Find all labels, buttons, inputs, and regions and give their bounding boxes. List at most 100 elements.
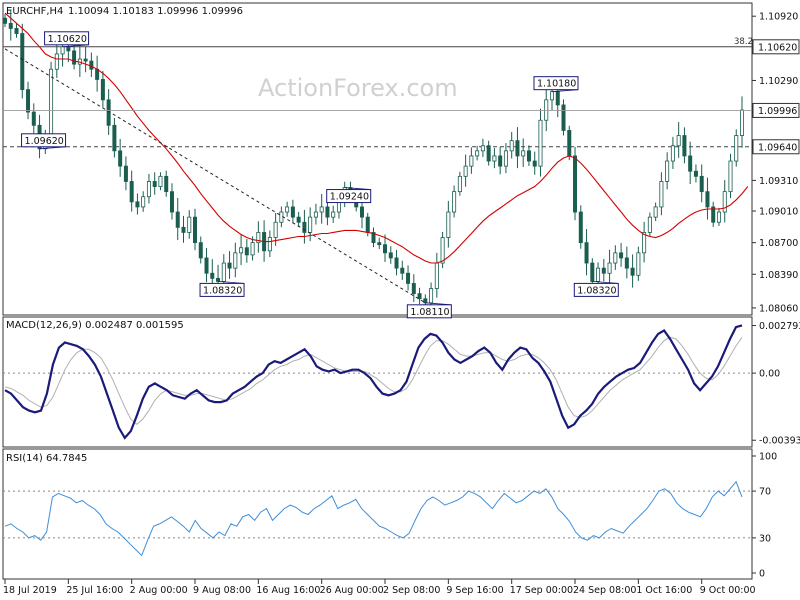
level-price-label: 1.10620 [758,42,797,53]
candle-body [538,119,543,167]
candle-body [503,150,508,167]
candle-body [705,191,710,208]
candle-body [112,124,117,152]
candle-body [221,262,226,282]
candle-body [693,170,698,177]
candle-body [619,252,624,259]
candle-body [688,155,693,172]
time-tick-label: 16 Aug 16:00 [256,585,320,596]
candle-body [532,160,537,167]
candle-body [227,262,232,269]
candle-body [204,257,209,274]
annotation-label: 1.09240 [330,192,369,203]
candle-body [20,33,25,91]
candle-body [319,206,324,213]
dashed-trend-line [4,48,426,304]
candle-body [734,135,739,162]
candle-body [653,206,658,218]
candle-body [515,140,520,157]
macd-signal-line [4,336,743,425]
rsi-tick-label: 100 [759,452,777,463]
time-tick-label: 2 Sep 08:00 [383,585,440,596]
annotation-label: 1.08320 [203,285,242,296]
candle-body [106,99,111,126]
macd-label: MACD(12,26,9) 0.002487 0.001595 [6,320,184,331]
candle-body [728,160,733,193]
annotation-label: 1.08110 [410,307,449,318]
candle-body [716,211,721,223]
candle-body [549,91,554,101]
candle-body [486,145,491,162]
time-tick-label: 9 Sep 16:00 [446,585,503,596]
candle-body [239,247,244,254]
candle-body [440,237,445,264]
current-price-label: 1.09996 [758,106,797,117]
candle-body [181,226,186,233]
candle-body [3,17,8,24]
candle-body [561,104,566,131]
candle-body [216,277,221,282]
symbol-label: EURCHF,H4 [6,6,63,17]
candle-body [146,181,151,198]
watermark: ActionForex.com [258,74,458,102]
time-tick-label: 17 Sep 00:00 [510,585,573,596]
candle-body [60,46,65,55]
candle-body [135,201,140,208]
candle-body [400,267,405,274]
price-tick-label: 1.08390 [759,270,798,281]
candle-body [49,68,54,136]
candle-body [446,211,451,238]
candle-body [285,206,290,213]
candle-body [434,262,439,289]
macd-line [4,324,743,440]
current-price-box [752,102,800,118]
macd-tick-label: 0.00 [759,369,780,380]
candle-body [659,181,664,208]
candle-body [244,247,249,256]
candle-body [573,155,578,213]
candle-body [100,79,105,101]
rsi-line [4,480,743,557]
time-tick-label: 18 Jul 2019 [3,585,57,596]
candle-body [394,257,399,269]
candle-body [325,206,330,218]
candle-body [198,242,203,259]
candle-body [509,140,514,152]
candle-body [492,155,497,162]
candle-body [601,267,606,274]
annotation-box [573,282,619,297]
rsi-panel-frame [2,448,753,580]
macd-series [4,324,743,440]
annotation-box [326,189,372,204]
candle-body [273,221,278,238]
candle-body [607,262,612,274]
candle-body [54,53,59,70]
candle-body [613,252,618,264]
current-price-marker: 1.09996 [3,102,800,118]
candle-body [164,175,169,193]
candle-body [411,283,416,295]
candle-body [233,252,238,269]
macd-axis: 0.002793 0.00 -0.003938 [3,321,800,447]
candle-body [331,211,336,218]
moving-average-series [4,12,749,264]
annotation-box [21,133,67,148]
candle-body [31,111,36,126]
candle-body [152,181,157,187]
rsi-tick-label: 70 [759,487,771,498]
candle-body [26,89,31,113]
candle-body [624,257,629,269]
annotation-box [533,76,579,91]
candle-body [66,46,71,52]
candle-body [463,165,468,177]
candle-body [123,165,128,182]
candle-body [665,160,670,182]
candle-body [630,267,635,276]
price-levels: 1.10620 38.2 1.09640 [3,37,800,155]
candle-body [578,211,583,244]
candle-body [256,232,261,244]
price-tick-label: 1.10920 [759,12,798,23]
candle-body [383,244,388,254]
candle-body [158,175,163,187]
candle-body [267,237,272,252]
